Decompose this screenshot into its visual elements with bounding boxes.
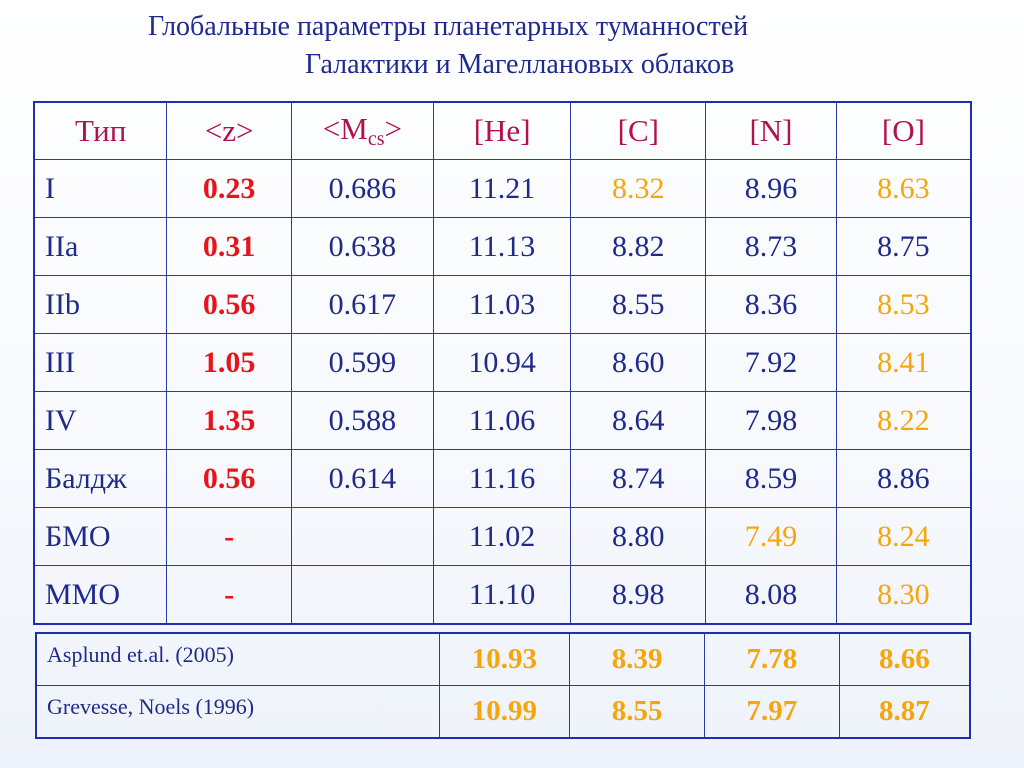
cell-he: 11.10 (432, 565, 572, 625)
cell-type: I (33, 159, 168, 218)
cell-c: 8.80 (570, 507, 707, 566)
header-c: [C] (570, 101, 707, 160)
cell-mcs: 0.686 (291, 159, 434, 218)
header-mcs-sub: cs (367, 128, 385, 150)
cell-mcs: 0.599 (291, 333, 434, 392)
cell-type: БМО (33, 507, 168, 566)
cell-mcs: 0.588 (291, 391, 434, 450)
cell-c: 8.98 (570, 565, 707, 625)
table-row: БМО - 11.02 8.80 7.49 8.24 (33, 507, 972, 566)
table-row: IV 1.35 0.588 11.06 8.64 7.98 8.22 (33, 391, 972, 450)
cell-n: 8.59 (705, 449, 837, 508)
title-line-1: Глобальные параметры планетарных туманно… (148, 11, 749, 42)
reference-source: Asplund et.al. (2005) (35, 632, 440, 686)
cell-mcs: 0.638 (291, 217, 434, 276)
cell-he: 11.06 (432, 391, 572, 450)
cell-type: Балдж (33, 449, 168, 508)
reference-n: 7.78 (704, 632, 840, 686)
cell-mcs: 0.617 (291, 275, 434, 334)
cell-o: 8.30 (835, 565, 972, 625)
reference-n: 7.97 (704, 685, 840, 739)
cell-n: 8.08 (705, 565, 837, 625)
header-he: [He] (432, 101, 572, 160)
cell-c: 8.74 (570, 449, 707, 508)
reference-c: 8.55 (569, 685, 705, 739)
cell-z: - (166, 507, 293, 566)
cell-o: 8.24 (835, 507, 972, 566)
header-type: Тип (33, 101, 168, 160)
cell-z: 0.56 (166, 449, 293, 508)
solar-reference-table: Asplund et.al. (2005) 10.93 8.39 7.78 8.66 Gr… (35, 632, 971, 739)
table-header-row: Тип <z> <Mcs> [He] [C] [N] [O] (33, 101, 972, 160)
header-mcs-suffix: > (384, 111, 402, 146)
cell-mcs (291, 507, 434, 566)
cell-he: 11.13 (432, 217, 572, 276)
table-row: I 0.23 0.686 11.21 8.32 8.96 8.63 (33, 159, 972, 218)
reference-source: Grevesse, Noels (1996) (35, 685, 440, 739)
cell-n: 8.96 (705, 159, 837, 218)
cell-c: 8.60 (570, 333, 707, 392)
cell-he: 11.02 (432, 507, 572, 566)
cell-c: 8.32 (570, 159, 707, 218)
reference-row: Grevesse, Noels (1996) 10.99 8.55 7.97 8.87 (35, 685, 971, 739)
cell-he: 11.21 (432, 159, 572, 218)
header-n: [N] (705, 101, 837, 160)
cell-type: IIa (33, 217, 168, 276)
cell-z: 1.35 (166, 391, 293, 450)
cell-n: 8.36 (705, 275, 837, 334)
cell-z: - (166, 565, 293, 625)
cell-type: ММО (33, 565, 168, 625)
cell-o: 8.86 (835, 449, 972, 508)
cell-z: 0.56 (166, 275, 293, 334)
reference-he: 10.99 (438, 685, 571, 739)
reference-o: 8.66 (838, 632, 971, 686)
cell-z: 0.31 (166, 217, 293, 276)
cell-type: IV (33, 391, 168, 450)
cell-he: 11.16 (432, 449, 572, 508)
reference-row: Asplund et.al. (2005) 10.93 8.39 7.78 8.66 (35, 632, 971, 686)
table-row: IIa 0.31 0.638 11.13 8.82 8.73 8.75 (33, 217, 972, 276)
table-row: ММО - 11.10 8.98 8.08 8.30 (33, 565, 972, 625)
cell-n: 7.92 (705, 333, 837, 392)
cell-type: IIb (33, 275, 168, 334)
table-row: III 1.05 0.599 10.94 8.60 7.92 8.41 (33, 333, 972, 392)
cell-he: 10.94 (432, 333, 572, 392)
title-line-2: Галактики и Магеллановых облаков (305, 49, 735, 80)
header-mcs-prefix: <M (322, 111, 368, 146)
table-row: IIb 0.56 0.617 11.03 8.55 8.36 8.53 (33, 275, 972, 334)
cell-o: 8.75 (835, 217, 972, 276)
cell-c: 8.55 (570, 275, 707, 334)
header-o: [O] (835, 101, 972, 160)
cell-z: 1.05 (166, 333, 293, 392)
header-z: <z> (166, 101, 293, 160)
cell-o: 8.53 (835, 275, 972, 334)
cell-n: 8.73 (705, 217, 837, 276)
abundance-table: Тип <z> <Mcs> [He] [C] [N] [O] I 0.23 0.68… (33, 101, 972, 625)
cell-o: 8.41 (835, 333, 972, 392)
reference-o: 8.87 (838, 685, 971, 739)
cell-c: 8.64 (570, 391, 707, 450)
cell-mcs: 0.614 (291, 449, 434, 508)
cell-mcs (291, 565, 434, 625)
reference-c: 8.39 (569, 632, 705, 686)
header-mcs: <Mcs> (291, 101, 434, 160)
cell-o: 8.22 (835, 391, 972, 450)
cell-type: III (33, 333, 168, 392)
cell-n: 7.49 (705, 507, 837, 566)
cell-z: 0.23 (166, 159, 293, 218)
cell-c: 8.82 (570, 217, 707, 276)
cell-o: 8.63 (835, 159, 972, 218)
cell-n: 7.98 (705, 391, 837, 450)
cell-he: 11.03 (432, 275, 572, 334)
table-row: Балдж 0.56 0.614 11.16 8.74 8.59 8.86 (33, 449, 972, 508)
reference-he: 10.93 (438, 632, 571, 686)
